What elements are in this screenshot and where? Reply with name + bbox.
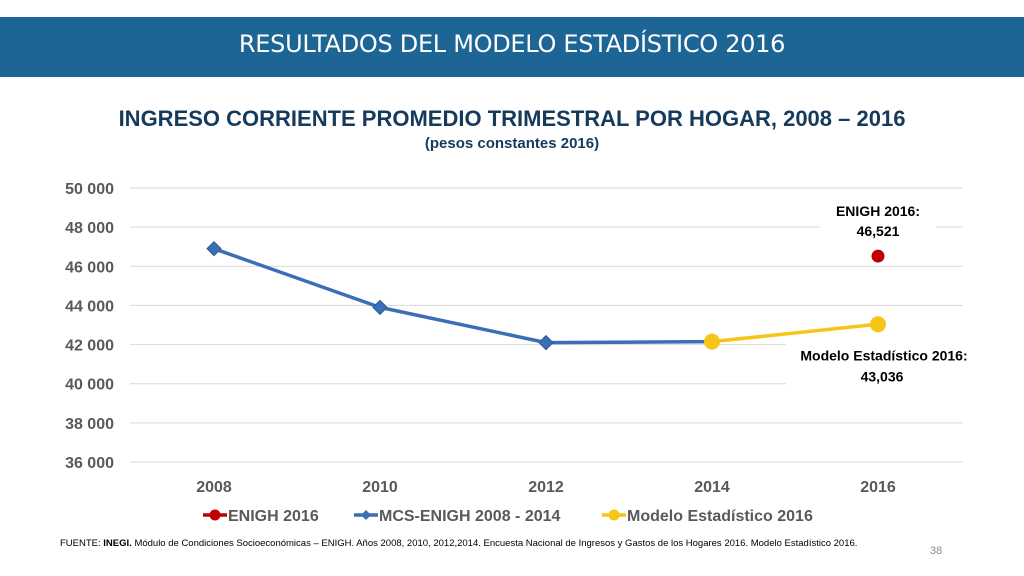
title-banner [0,17,1024,77]
y-tick-label: 44 000 [65,298,114,315]
legend-label: Modelo Estadístico 2016 [627,508,813,525]
series-line [711,322,879,344]
series-line [213,247,713,345]
chart-subtitle: (pesos constantes 2016) [424,135,600,152]
x-tick-label: 2016 [860,479,896,496]
data-point [871,249,885,263]
legend-label: ENIGH 2016 [228,508,319,525]
slide-title: RESULTADOS DEL MODELO ESTADÍSTICO 2016 [238,30,786,58]
y-tick-label: 36 000 [65,455,114,472]
legend-marker [209,509,221,521]
legend-marker [361,510,371,520]
legend-marker [608,509,620,521]
y-tick-label: 38 000 [65,416,114,433]
legend-item: ENIGH 2016 [203,508,319,525]
source-text: Módulo de Condiciones Socioeconómicas – … [134,538,858,549]
data-label-line: 46,521 [857,223,900,239]
x-tick-label: 2012 [528,479,564,496]
data-label-line: ENIGH 2016: [836,203,920,219]
chart-title: INGRESO CORRIENTE PROMEDIO TRIMESTRAL PO… [118,106,906,131]
y-tick-label: 42 000 [65,338,114,355]
legend-item: Modelo Estadístico 2016 [602,508,813,525]
source-org: INEGI. [103,538,132,549]
data-point [372,299,388,316]
data-point [704,333,720,350]
legend-item: MCS-ENIGH 2008 - 2014 [354,508,561,525]
data-label: Modelo Estadístico 2016: 43,036 [786,340,970,387]
x-tick-label: 2014 [694,479,730,496]
data-point [538,334,554,351]
data-point [870,316,886,333]
data-label-bg [820,198,936,241]
y-tick-label: 46 000 [65,259,114,276]
y-tick-label: 48 000 [65,220,114,237]
x-tick-label: 2008 [196,479,232,496]
x-tick-label: 2010 [362,479,398,496]
source-note: FUENTE: INEGI. Módulo de Condiciones Soc… [60,538,940,549]
data-label-line: 43,036 [861,368,904,384]
source-label: FUENTE: [60,538,101,549]
data-label-bg [786,340,970,387]
data-label: ENIGH 2016: 46,521 [820,198,936,241]
data-point [206,240,222,257]
y-tick-label: 40 000 [65,377,114,394]
page-number: 38 [930,545,943,557]
data-label-line: Modelo Estadístico 2016: [800,347,967,363]
legend-label: MCS-ENIGH 2008 - 2014 [379,508,561,525]
y-tick-label: 50 000 [65,181,114,198]
